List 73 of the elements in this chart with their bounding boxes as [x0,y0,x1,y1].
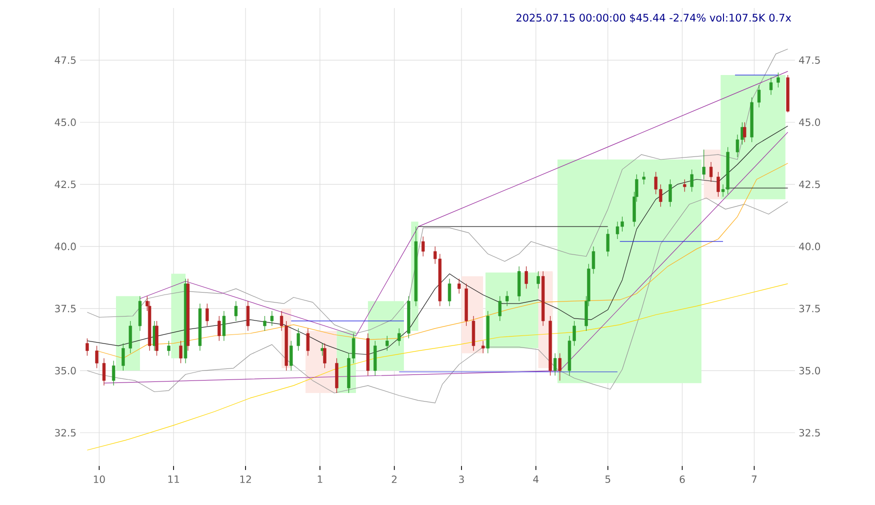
candlestick [218,316,221,342]
y2-tick-label: 45.0 [799,118,820,126]
y2-tick-label: 42.5 [799,180,820,188]
line-series [86,48,788,334]
candlestick [553,352,557,376]
candlestick [482,340,485,354]
candlestick [668,179,672,208]
candlestick [128,320,132,354]
candlestick [290,340,293,371]
candlestick [776,72,780,88]
y2-tick-label: 47.5 [799,56,820,64]
candlestick [167,340,170,356]
line-series [86,126,788,355]
y-tick-label: 45.0 [54,118,76,126]
x-tick-label: 6 [680,476,685,484]
candlestick [683,179,686,192]
candlestick [270,310,274,326]
candlestick [642,172,646,185]
candlestick [386,336,389,352]
x-tick-label: 11 [168,476,179,483]
candlestick [690,169,694,192]
candlestick [122,343,125,371]
candlestick [606,228,610,257]
candlestick [179,340,182,364]
candlestick [86,338,89,356]
candlestick [743,122,746,142]
candlestick [498,296,502,322]
candlestick [716,172,720,198]
candlestick [102,358,106,386]
x-tick-label: 1 [318,476,322,483]
candlestick [448,278,452,306]
y2-tick-label: 32.5 [799,428,820,437]
candlestick [398,328,401,346]
candlestick [206,303,209,326]
candlestick [323,343,326,368]
candlestick [506,290,509,306]
x-tick-label: 5 [605,476,610,483]
y2-tick-label: 40.0 [799,242,820,250]
line-series [86,283,788,450]
candlestick [234,300,238,322]
candlestick [306,328,310,356]
x-tick-label: 4 [533,476,538,483]
y-tick-label: 32.5 [55,428,76,437]
x-tick-label: 3 [459,476,464,484]
candlestick [458,278,461,294]
candlestick [524,266,528,289]
line-series [86,198,788,404]
candlestick [709,162,713,182]
x-tick-label: 2 [392,476,396,483]
y2-tick-label: 37.5 [799,304,820,312]
candlestick [422,236,425,257]
candlestick [296,328,300,352]
y-tick-label: 37.5 [55,304,76,312]
candlestick [757,84,761,108]
x-tick-label: 10 [94,476,105,484]
y-tick-label: 47.5 [54,56,76,64]
candlestick [263,316,266,332]
candlestick [769,77,773,96]
y-tick-label: 40.0 [54,242,76,250]
candlestick [95,346,98,368]
x-tick-label: 12 [240,476,251,483]
y-tick-label: 35.0 [55,366,76,374]
x-tick-label: 7 [752,476,757,483]
y-tick-label: 42.5 [54,180,76,188]
candlestick [222,310,226,342]
candlestick [246,300,250,332]
candlestick [558,352,562,381]
y2-tick-label: 35.0 [799,366,820,374]
line-series [140,71,788,336]
candlestick [112,360,116,386]
candlestick [702,149,706,180]
candlestick [536,270,540,289]
chart-title: 2025.07.15 00:00:00 $45.44 -2.74% vol:107.5K 0.7x [516,14,792,24]
